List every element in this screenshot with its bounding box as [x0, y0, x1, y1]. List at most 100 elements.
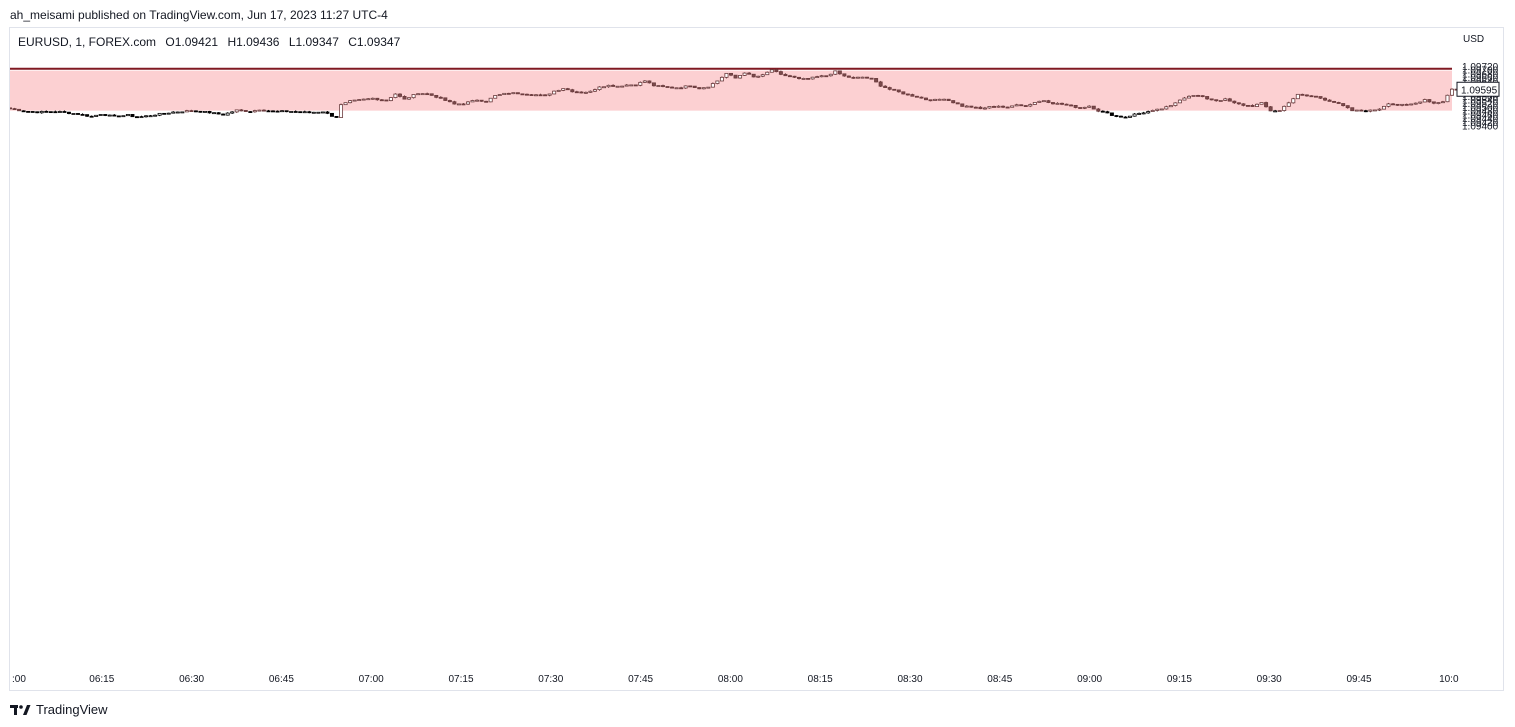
candle-body: [434, 94, 439, 98]
candle-body: [1001, 105, 1006, 108]
candle: [248, 111, 253, 113]
candle: [738, 75, 743, 79]
candle: [1182, 96, 1187, 101]
x-tick-label: 08:45: [987, 674, 1012, 685]
candle: [1155, 108, 1160, 112]
candle-body: [1168, 105, 1173, 108]
candle: [1128, 115, 1133, 118]
candle: [411, 94, 416, 99]
candle-body: [230, 111, 235, 114]
candle: [883, 85, 888, 88]
candle: [144, 115, 149, 118]
candle: [924, 97, 928, 101]
candle: [80, 113, 85, 116]
candle: [121, 115, 126, 118]
candle: [429, 93, 434, 96]
candle-body: [801, 78, 806, 80]
candle: [688, 85, 693, 88]
candle-body: [769, 69, 774, 73]
candle-body: [1359, 109, 1364, 112]
candle-body: [357, 99, 362, 101]
candle: [756, 75, 761, 78]
candle-body: [39, 110, 44, 114]
candle-body: [1091, 105, 1096, 110]
candle-body: [1372, 109, 1377, 112]
candle: [1014, 103, 1019, 107]
supply-zone: [10, 70, 1452, 111]
candle-body: [987, 106, 992, 109]
candle: [588, 90, 593, 93]
candle: [815, 75, 820, 79]
candle: [316, 111, 321, 114]
candle-body: [860, 76, 865, 79]
candle: [1386, 102, 1391, 108]
candle-body: [311, 111, 316, 114]
candle: [692, 85, 697, 88]
legend-close: C1.09347: [348, 35, 401, 49]
candle: [175, 111, 180, 114]
candle: [715, 80, 720, 85]
candle: [1304, 94, 1309, 97]
y-tick-label: 1.09520: [1462, 99, 1499, 110]
candle: [1046, 99, 1051, 104]
x-tick-label: 09:45: [1346, 674, 1371, 685]
candle: [1164, 105, 1169, 110]
candle: [1141, 111, 1146, 115]
candle-body: [298, 111, 303, 114]
candle-body: [1368, 109, 1373, 112]
candle-body: [815, 76, 820, 78]
candle-body: [588, 90, 593, 93]
candle-body: [960, 103, 965, 107]
published-caption: ah_meisami published on TradingView.com,…: [10, 8, 388, 22]
candle: [1440, 100, 1445, 104]
candle: [397, 93, 402, 98]
candle: [774, 68, 779, 73]
candle-body: [1400, 103, 1405, 106]
candle: [48, 111, 53, 114]
candle: [112, 114, 117, 117]
candle: [543, 94, 548, 97]
candle-body: [125, 114, 130, 117]
candle: [1060, 102, 1065, 106]
candle-body: [284, 110, 289, 113]
candle: [574, 90, 579, 94]
price-axis[interactable]: USD1.097201.097001.096801.096601.096401.…: [1456, 34, 1500, 133]
candle-body: [30, 111, 35, 113]
candle-body: [511, 92, 516, 95]
candle-body: [1245, 104, 1250, 107]
candle-body: [1232, 100, 1237, 104]
candle: [207, 110, 212, 114]
chart-frame: [9, 27, 1504, 691]
y-tick-label: 1.09660: [1462, 73, 1499, 84]
candle: [234, 109, 239, 113]
candle-body: [180, 111, 185, 114]
candle: [511, 92, 516, 95]
candle-body: [633, 84, 638, 87]
time-axis[interactable]: :00 06:15 06:30 06:45 07:00 07:15 07:30 07:45 08…: [12, 674, 1459, 685]
candle: [1341, 103, 1346, 107]
candle-body: [293, 111, 298, 113]
candle: [892, 88, 897, 91]
candle-body: [951, 100, 956, 104]
candle: [493, 95, 498, 99]
candle-body: [747, 72, 752, 75]
candle-body: [810, 76, 815, 80]
candle-body: [438, 96, 443, 99]
candle-body: [1114, 115, 1119, 117]
candle: [538, 93, 543, 97]
candle-body: [1082, 106, 1087, 109]
legend-symbol: EURUSD, 1, FOREX.com: [18, 35, 157, 49]
candle-body: [1377, 108, 1382, 111]
candlestick-chart[interactable]: USD1.097201.097001.096801.096601.096401.…: [10, 28, 1504, 690]
candle: [420, 93, 425, 96]
candle: [824, 75, 829, 78]
candle: [1100, 110, 1105, 113]
tradingview-brand[interactable]: TradingView: [10, 702, 108, 717]
candle: [352, 99, 357, 102]
candle: [697, 87, 702, 90]
candle: [1327, 99, 1332, 102]
candle: [1032, 102, 1037, 105]
candle: [35, 111, 40, 114]
candle: [642, 80, 647, 83]
candle: [819, 74, 824, 78]
